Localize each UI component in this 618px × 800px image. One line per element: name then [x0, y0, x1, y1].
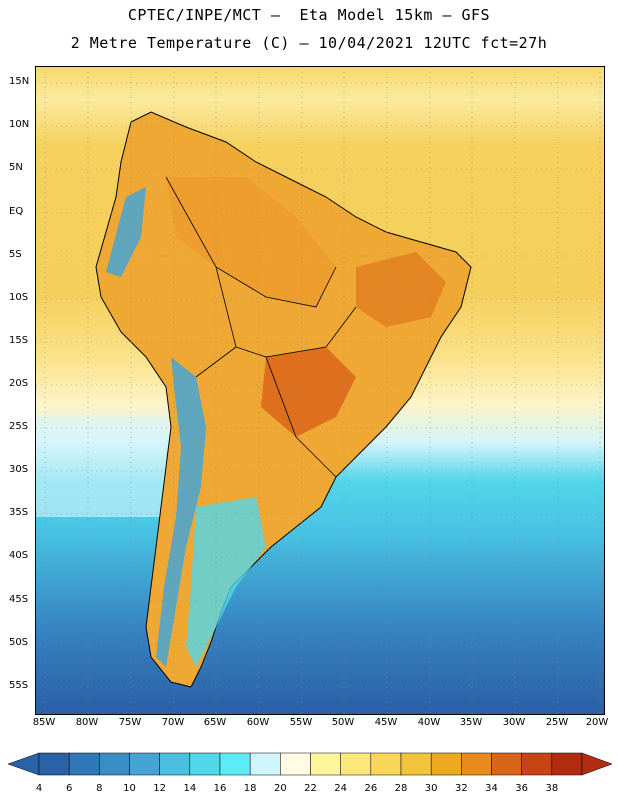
colorbar-swatch: [249, 752, 281, 776]
amazon-warm-zone: [166, 177, 336, 307]
lon-label: 40W: [417, 717, 441, 728]
lon-label: 20W: [585, 717, 609, 728]
lat-label: 10N: [9, 119, 30, 130]
west-pacific-cool: [36, 417, 166, 517]
lat-label: 35S: [9, 507, 29, 518]
temperature-map: [35, 66, 605, 715]
country-borders: [165, 176, 357, 478]
lon-label: 35W: [459, 717, 483, 728]
colorbar-swatch: [430, 752, 462, 776]
colorbar-right-arrow: [581, 752, 613, 776]
lon-label: 60W: [246, 717, 270, 728]
colorbar-label: 4: [35, 783, 43, 794]
lat-label: 5N: [9, 162, 23, 173]
colorbar-label: 6: [65, 783, 73, 794]
colorbar-label: 10: [123, 783, 136, 794]
lat-label: 20S: [9, 378, 29, 389]
lat-label: 25S: [9, 421, 29, 432]
colorbar-swatch: [219, 752, 251, 776]
colorbar-swatch: [370, 752, 402, 776]
colorbar-left-arrow: [7, 752, 40, 776]
colorbar-label: 24: [334, 783, 348, 794]
lon-label: 25W: [545, 717, 569, 728]
colorbar-swatch: [551, 752, 583, 776]
colorbar-swatch: [461, 752, 492, 776]
colorbar-label: 14: [183, 783, 197, 794]
lon-label: 50W: [331, 717, 355, 728]
lon-label: 70W: [161, 717, 185, 728]
lat-label: 50S: [9, 637, 29, 648]
colorbar-swatch: [189, 752, 221, 776]
colorbar-swatch: [129, 752, 160, 776]
lon-label: 55W: [289, 717, 313, 728]
central-hot-zone: [261, 347, 356, 437]
colorbar-swatch: [310, 752, 341, 776]
lon-label: 45W: [374, 717, 398, 728]
andes-cold-zone: [106, 187, 206, 667]
colorbar-label: 8: [96, 783, 103, 794]
colorbar-label: 12: [153, 783, 167, 794]
colorbar-swatch: [491, 752, 522, 776]
colorbar-label: 34: [485, 783, 498, 794]
colorbar-label: 26: [364, 783, 378, 794]
map-title: CPTEC/INPE/MCT – Eta Model 15km – GFS: [127, 6, 491, 24]
lon-label: 75W: [118, 717, 142, 728]
colorbar-label: 28: [394, 783, 408, 794]
map-subtitle: 2 Metre Temperature (C) – 10/04/2021 12U…: [70, 34, 548, 52]
lat-label: EQ: [9, 206, 24, 217]
lat-label: 15S: [9, 335, 29, 346]
colorbar-swatch: [68, 752, 100, 776]
colorbar-swatch: [340, 752, 372, 776]
colorbar-label: 16: [213, 783, 227, 794]
lon-label: 65W: [203, 717, 227, 728]
lat-label: 40S: [9, 550, 29, 561]
colorbar-label: 32: [454, 783, 468, 794]
patagonia-cool-zone: [186, 497, 266, 667]
colorbar-label: 18: [243, 783, 257, 794]
lat-label: 15N: [9, 76, 30, 87]
colorbar-label: 20: [273, 783, 287, 794]
map-canvas: [36, 67, 604, 714]
colorbar-label: 22: [304, 783, 317, 794]
colorbar-label: 38: [545, 783, 559, 794]
colorbar-label: 30: [424, 783, 438, 794]
colorbar-swatch: [521, 752, 553, 776]
colorbar-swatch: [280, 752, 311, 776]
lon-label: 85W: [32, 717, 56, 728]
lat-label: 5S: [9, 249, 22, 260]
lon-label: 30W: [502, 717, 526, 728]
lon-label: 80W: [75, 717, 99, 728]
colorbar-label: 36: [515, 783, 529, 794]
lat-label: 45S: [9, 594, 29, 605]
colorbar-swatch: [159, 752, 191, 776]
colorbar: [7, 752, 613, 776]
colorbar-swatch: [400, 752, 432, 776]
colorbar-swatch: [38, 752, 70, 776]
lat-label: 30S: [9, 464, 29, 475]
northeast-hot-zone: [356, 252, 446, 327]
colorbar-swatch: [99, 752, 130, 776]
lat-label: 10S: [9, 292, 29, 303]
lat-label: 55S: [9, 680, 29, 691]
